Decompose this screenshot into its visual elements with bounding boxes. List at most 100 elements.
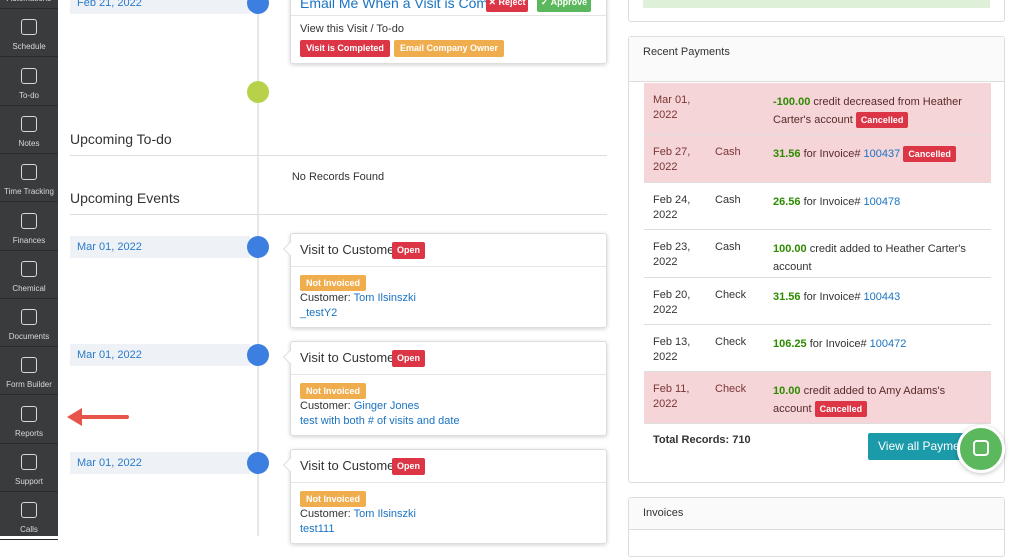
customer-link[interactable]: Tom Ilsinszki: [353, 292, 416, 304]
payment-method: Check: [715, 289, 747, 301]
invoice-badge: Not Invoiced: [300, 491, 366, 507]
sidebar-item[interactable]: Schedule: [0, 9, 58, 58]
sidebar-label: Schedule: [12, 42, 46, 52]
sidebar-icon: [21, 454, 37, 470]
sidebar-item[interactable]: Support: [0, 444, 58, 492]
customer-link[interactable]: Ginger Jones: [353, 400, 420, 412]
sidebar: Automations Schedule To-do Notes Time Tracki…: [0, 0, 58, 541]
status-badge: Email Company Owner: [394, 40, 504, 57]
payment-method: Cash: [715, 194, 741, 206]
sidebar-item[interactable]: Time Tracking: [0, 154, 58, 203]
invoice-link[interactable]: 100437: [863, 148, 901, 160]
sidebar-icon: [21, 19, 37, 36]
payment-description: 100.00 credit added to Heather Carter's …: [773, 240, 985, 276]
sidebar-item[interactable]: Documents: [0, 299, 58, 348]
timeline-line: [257, 0, 259, 536]
sidebar-item[interactable]: Calls: [0, 492, 58, 541]
payment-amount: 100.00: [773, 243, 807, 255]
sidebar-label: Automations: [0, 0, 58, 3]
sidebar-label: Support: [14, 477, 44, 486]
payment-description: 26.56 for Invoice# 100478: [773, 193, 985, 211]
payment-description: 31.56 for Invoice# 100443: [773, 288, 985, 306]
card-title: Invoices: [643, 507, 684, 519]
sidebar-label: Chemical: [12, 283, 46, 293]
sidebar-icon: [21, 115, 37, 132]
payment-description: 10.00 credit added to Amy Adams's accoun…: [773, 382, 985, 418]
payment-date: Feb 24, 2022: [653, 194, 691, 221]
event-link[interactable]: View this Visit / To-do: [300, 23, 404, 35]
payment-text: credit added to Heather Carter's account: [773, 243, 966, 273]
payment-text: for Invoice#: [809, 338, 867, 350]
status-badge: Open: [392, 350, 425, 367]
section-heading: Upcoming Events: [70, 190, 180, 206]
event-icon: [247, 236, 269, 258]
sidebar-item[interactable]: To-do: [0, 58, 58, 106]
payment-row: [644, 278, 991, 325]
section-heading: Upcoming To-do: [70, 131, 172, 147]
payment-description: -100.00 credit decreased from Heather Ca…: [773, 93, 985, 129]
payment-row: [644, 230, 991, 278]
sidebar-label: Calls: [20, 525, 38, 535]
sidebar-item[interactable]: Automations: [0, 0, 58, 9]
schedule-icon: [247, 81, 269, 103]
card-divider: [291, 266, 606, 267]
invoice-link[interactable]: 100478: [863, 196, 901, 208]
sidebar-label: Finances: [12, 235, 46, 245]
sidebar-icon: [21, 405, 37, 422]
event-icon: [247, 344, 269, 366]
event-title[interactable]: Visit to Customer: [300, 350, 399, 365]
customer-line: Customer: Ginger Jones: [300, 400, 419, 412]
event-note[interactable]: test111: [300, 523, 335, 535]
sidebar-icon: [21, 260, 37, 277]
chat-button[interactable]: [957, 425, 1005, 473]
sidebar-icon: [21, 164, 37, 181]
status-badge: Open: [392, 242, 425, 259]
invoice-link[interactable]: 100443: [863, 291, 901, 303]
section-rule: [70, 214, 607, 215]
invoice-badge: Not Invoiced: [300, 383, 366, 399]
chat-icon: [973, 440, 989, 456]
event-title[interactable]: Email Me When a Visit is Complete: [300, 0, 519, 11]
payment-text: for Invoice#: [803, 291, 861, 303]
payment-date: Feb 13, 2022: [653, 336, 691, 363]
card-title: Recent Payments: [643, 46, 730, 58]
invoices-header: [629, 498, 1004, 530]
payment-method: Check: [715, 336, 747, 348]
payment-row: [644, 325, 991, 372]
event-card: [290, 341, 607, 436]
sidebar-item[interactable]: Form Builder: [0, 347, 58, 396]
sidebar-item[interactable]: Reports: [0, 396, 58, 444]
section-rule: [70, 155, 607, 156]
payment-method: Check: [715, 383, 747, 395]
customer-line: Customer: Tom Ilsinszki: [300, 508, 416, 520]
customer-label: Customer:: [300, 400, 351, 412]
event-note[interactable]: _testY2: [300, 307, 338, 319]
invoice-link[interactable]: 100472: [869, 338, 907, 350]
payment-text: for Invoice#: [803, 148, 861, 160]
event-title[interactable]: Visit to Customer: [300, 458, 399, 473]
card-divider: [291, 482, 606, 483]
payment-text: credit added to Amy Adams's account: [773, 385, 946, 415]
approve-button[interactable]: ✓ Approve: [537, 0, 591, 12]
reject-button[interactable]: ✕ Reject: [486, 0, 528, 12]
payment-date: Feb 20, 2022: [653, 289, 691, 316]
sidebar-item[interactable]: Chemical: [0, 251, 58, 299]
sidebar-item[interactable]: Notes: [0, 106, 58, 154]
event-note[interactable]: test with both # of visits and date: [300, 415, 460, 427]
customer-label: Customer:: [300, 292, 351, 304]
total-records: Total Records: 710: [653, 434, 751, 446]
payment-description: 106.25 for Invoice# 100472: [773, 335, 985, 353]
event-date: Mar 01, 2022: [70, 344, 250, 366]
card-divider: [291, 15, 606, 16]
empty-message: No Records Found: [291, 171, 385, 183]
sidebar-item[interactable]: Finances: [0, 203, 58, 251]
payments-card: [628, 36, 1005, 483]
event-title[interactable]: Visit to Customer: [300, 242, 399, 257]
customer-link[interactable]: Tom Ilsinszki: [353, 508, 416, 520]
sidebar-label: Notes: [18, 138, 40, 148]
cancelled-badge: Cancelled: [814, 401, 868, 417]
payment-amount: 31.56: [773, 291, 801, 303]
payment-method: Cash: [715, 146, 741, 158]
